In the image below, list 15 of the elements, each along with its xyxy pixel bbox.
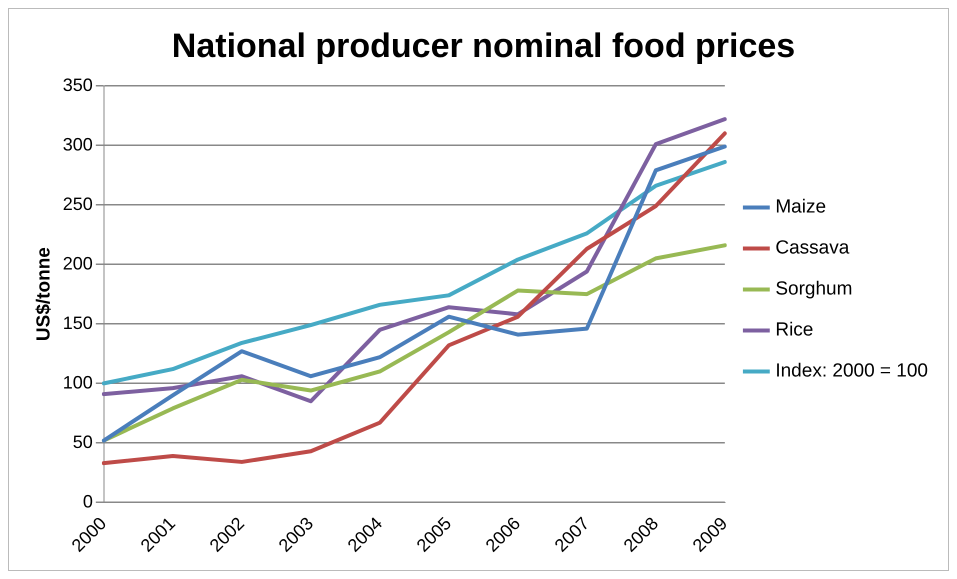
legend-label: Maize — [775, 196, 826, 218]
y-tick-label: 350 — [62, 74, 93, 95]
y-tick-label: 100 — [62, 372, 93, 392]
chart-title: National producer nominal food prices — [172, 26, 796, 65]
y-tick-label: 0 — [82, 491, 93, 512]
legend-label: Cassava — [775, 238, 850, 259]
y-tick-label: 150 — [62, 312, 93, 333]
y-axis-title: US$/tonne — [34, 247, 55, 342]
y-tick-label: 300 — [62, 134, 93, 154]
legend-label: Index: 2000 = 100 — [775, 360, 928, 382]
y-tick-label: 50 — [72, 432, 93, 452]
legend-label: Rice — [775, 320, 814, 341]
y-tick-label: 200 — [62, 253, 93, 274]
legend-label: Sorghum — [775, 278, 852, 300]
y-tick-label: 250 — [62, 194, 93, 214]
